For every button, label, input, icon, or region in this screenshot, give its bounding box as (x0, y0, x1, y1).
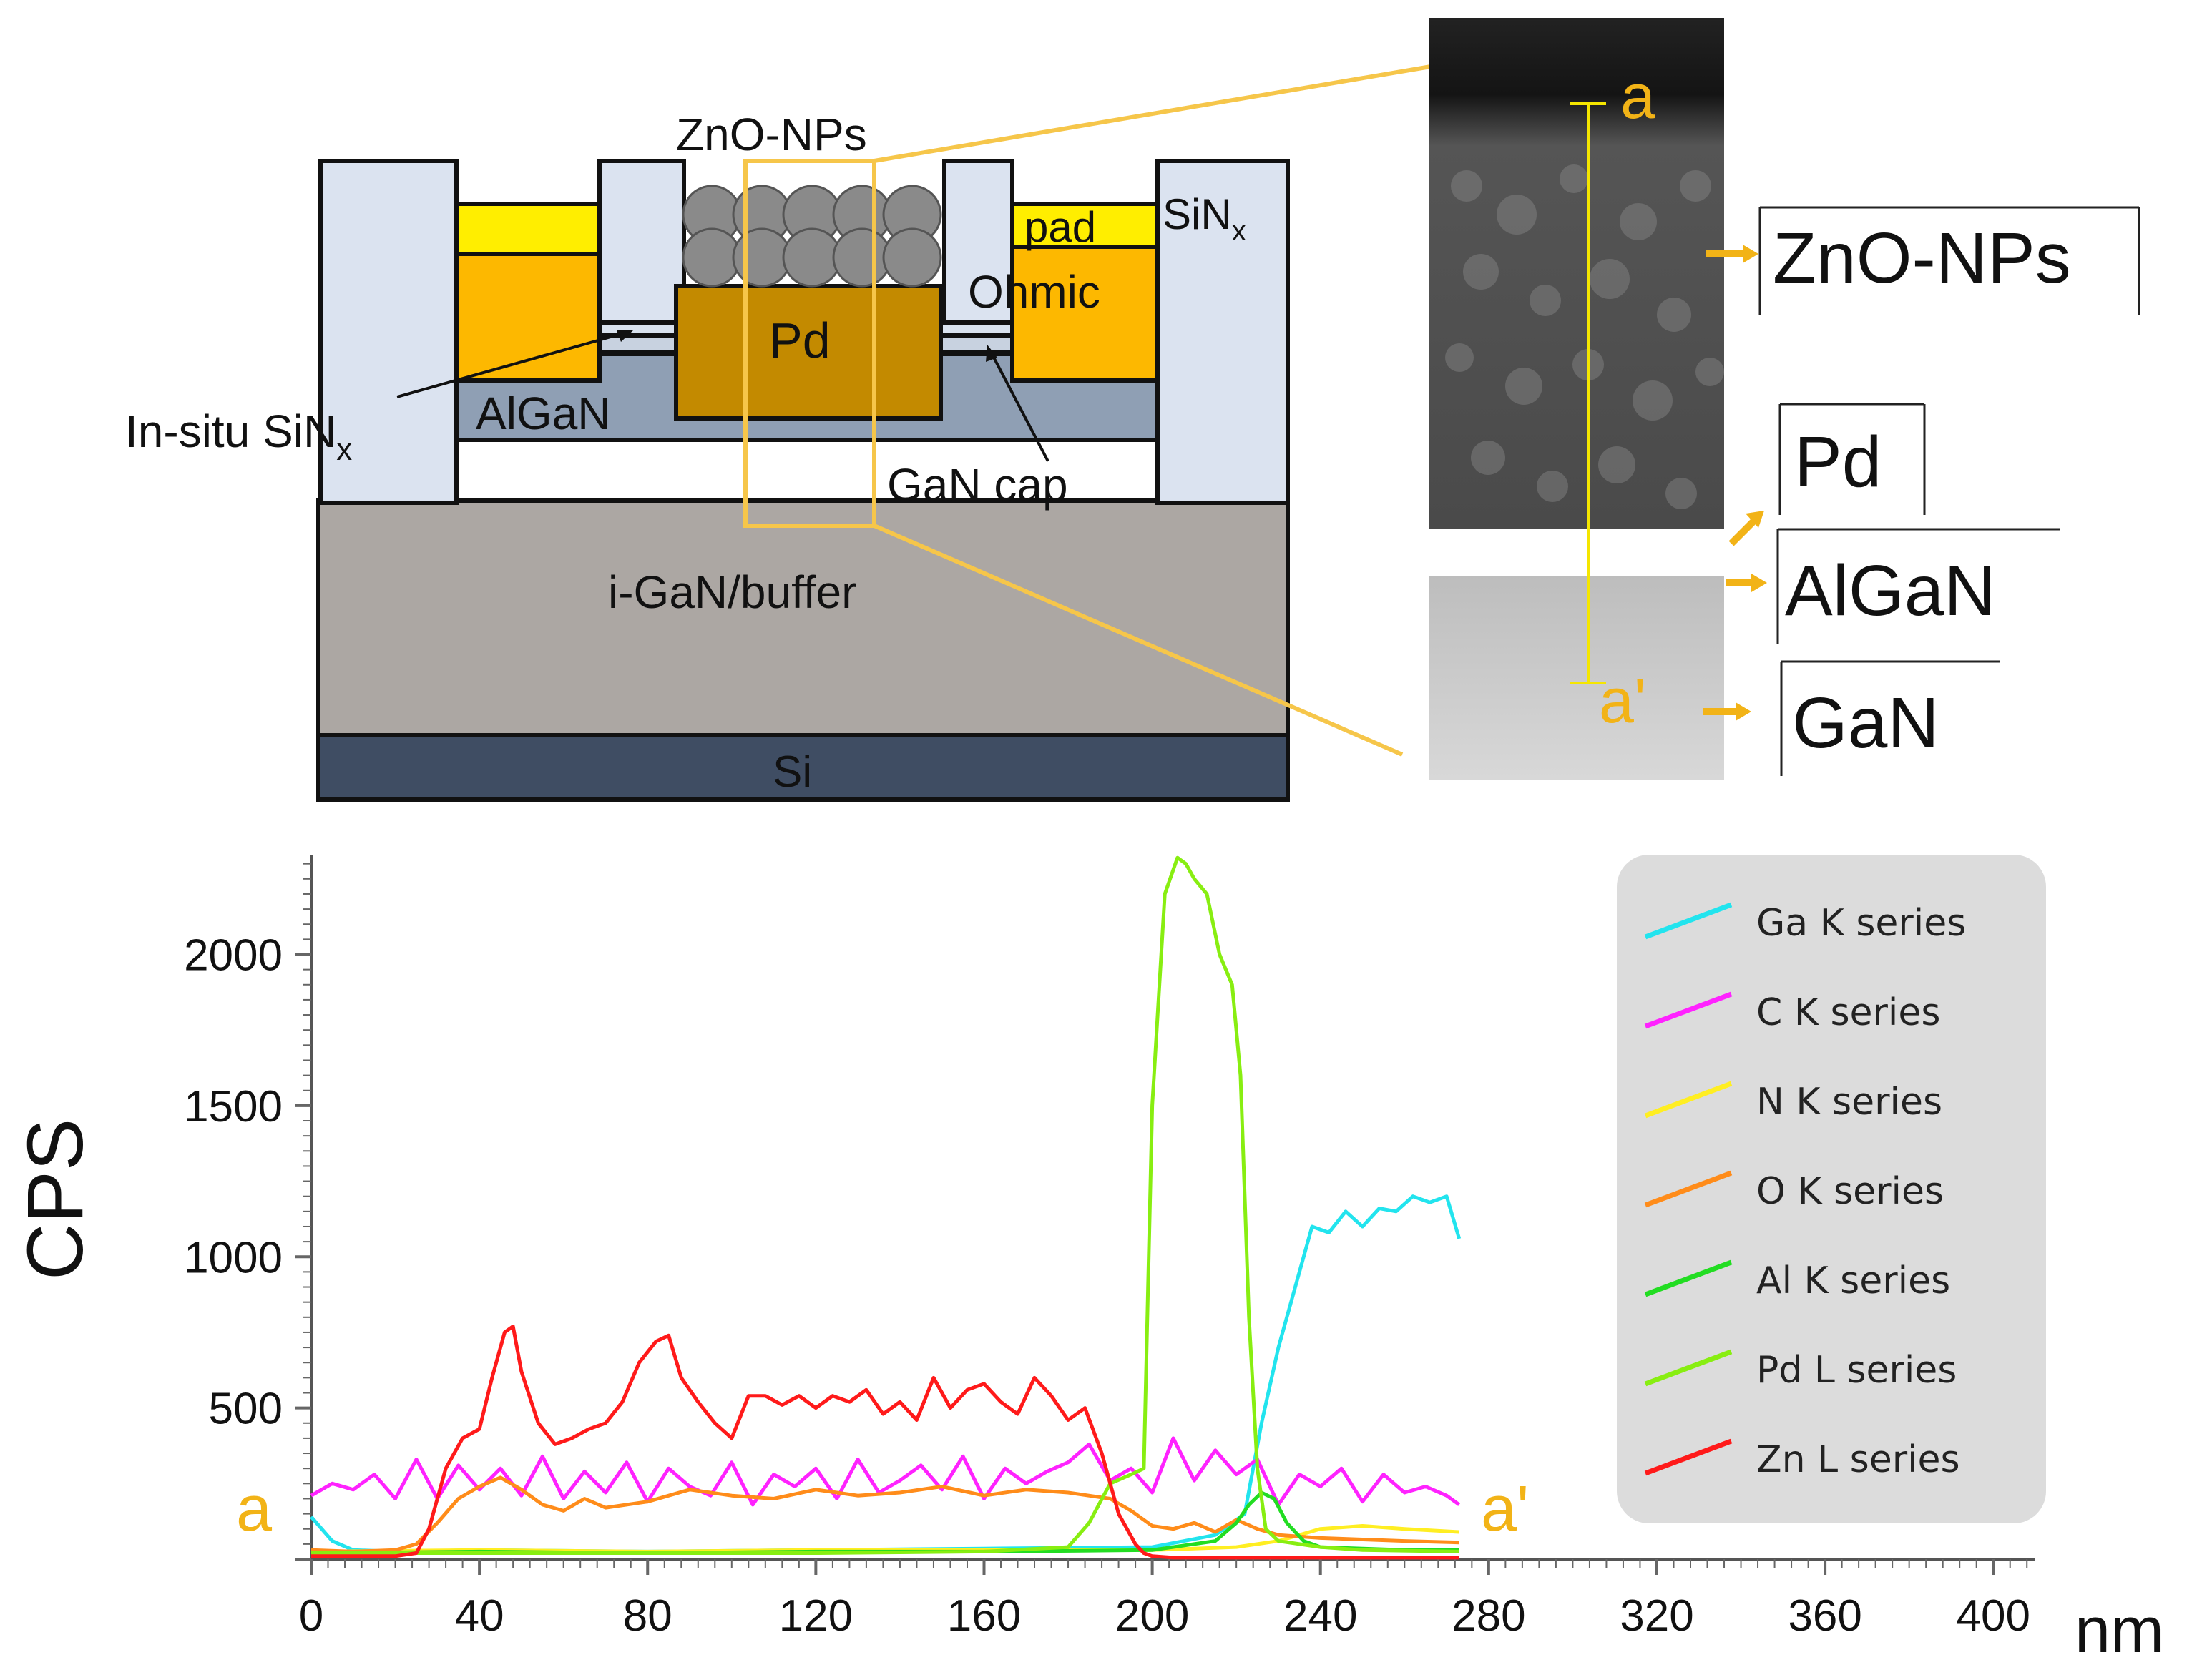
x-tick-label: 280 (1452, 1591, 1525, 1641)
legend-label-n-k-series: N K series (1756, 1081, 1942, 1124)
tem-lower-region (1429, 576, 1724, 780)
callout-algan: AlGaN (1785, 551, 1996, 631)
legend-items: Ga K series C K series N K series O K serie… (1644, 902, 1966, 1481)
x-minor-ticks (310, 1559, 2028, 1575)
si-label: Si (773, 747, 812, 797)
zoom-box (743, 159, 876, 528)
pad-right (1010, 202, 1160, 249)
legend-label-ga-k-series: Ga K series (1756, 902, 1966, 945)
x-tick-label: 40 (455, 1591, 504, 1641)
start-marker-a: a (236, 1473, 273, 1545)
x-tick-label: 320 (1620, 1591, 1693, 1641)
pad-left (454, 202, 602, 256)
x-tick-label: 360 (1788, 1591, 1861, 1641)
buffer-layer (316, 498, 1290, 737)
tem-grain-texture (1445, 164, 1724, 509)
gancap-arrow (989, 351, 1049, 462)
x-tick-label: 0 (299, 1591, 323, 1641)
sinx-block-mid-left (597, 159, 686, 324)
tem-callouts: ZnO-NPs Pd AlGaN GaN (1703, 206, 2140, 776)
x-axis-label: nm (2075, 1595, 2164, 1666)
sinx-block-mid-right (942, 159, 1014, 324)
zoom-line-top (874, 64, 1432, 163)
series-ga-k-series (310, 1194, 1462, 1553)
legend-label-pd-l-series: Pd L series (1756, 1349, 1957, 1392)
legend-swatch-al-k-series (1644, 1259, 1733, 1297)
legend-swatch-c-k-series (1644, 991, 1733, 1029)
end-marker-a-prime: a' (1481, 1473, 1529, 1545)
y-minor-ticks (295, 863, 311, 1561)
x-tick-label: 400 (1956, 1591, 2030, 1641)
si-substrate (316, 733, 1290, 802)
zno-label: ZnO-NPs (676, 109, 867, 160)
linescan-chart: 500 1000 1500 2000 0 40 80 120 160 200 240 280 320 3… (11, 855, 2164, 1666)
y-tick-label: 2000 (184, 931, 283, 981)
y-tick-label: 1000 (184, 1233, 283, 1282)
legend-swatch-zn-l-series (1644, 1438, 1733, 1476)
series-lines (310, 855, 1462, 1560)
callout-pd: Pd (1794, 422, 1882, 502)
insitu-arrowhead (617, 330, 633, 342)
pad-label: pad (1024, 203, 1096, 251)
x-tick-label: 160 (947, 1591, 1021, 1641)
x-tick-label: 120 (779, 1591, 853, 1641)
pd-label: Pd (769, 313, 831, 368)
legend-swatch-ga-k-series (1644, 902, 1733, 940)
gancap-label: GaN cap (887, 459, 1068, 511)
callout-zno: ZnO-NPs (1773, 218, 2071, 298)
callout-gan: GaN (1792, 683, 1939, 763)
legend-swatch-pd-l-series (1644, 1349, 1733, 1387)
y-axis-label: CPS (11, 1119, 99, 1280)
x-tick-label: 200 (1115, 1591, 1189, 1641)
x-tick-label: 80 (623, 1591, 672, 1641)
gancap-arrowhead (986, 345, 997, 362)
ohmic-label: Ohmic (968, 266, 1100, 318)
tem-gap (1429, 529, 1724, 576)
legend-label-zn-l-series: Zn L series (1756, 1438, 1960, 1481)
legend-label-c-k-series: C K series (1756, 991, 1940, 1034)
algan-label: AlGaN (476, 388, 611, 439)
x-tick-label: 240 (1283, 1591, 1357, 1641)
zno-nanoparticles (682, 185, 942, 288)
tem-a-label: a (1620, 61, 1655, 132)
series-pd-l-series (311, 855, 1459, 1555)
tem-image: a a' ZnO-NPs Pd AlGaN GaN (1429, 18, 2140, 780)
insitu-label: In-situ SiNx (125, 406, 352, 467)
insitu-arrow (396, 331, 627, 398)
series-zn-l-series (311, 1325, 1459, 1560)
zoom-line-bottom (873, 524, 1404, 757)
legend-label-o-k-series: O K series (1756, 1170, 1944, 1213)
tem-a-prime-label: a' (1599, 665, 1646, 736)
y-tick-label: 500 (209, 1385, 283, 1434)
legend-label-al-k-series: Al K series (1756, 1259, 1950, 1302)
sinx-label: SiNx (1163, 190, 1246, 247)
y-tick-label: 1500 (184, 1082, 283, 1131)
sinx-block-right (1155, 159, 1290, 505)
device-cross-section: ZnO-NPs pad SiNx Ohmic Pd AlGaN In-situ … (125, 64, 1432, 802)
buffer-label: i-GaN/buffer (608, 566, 856, 618)
ohmic-right (1010, 245, 1160, 383)
x-tick-labels: 0 40 80 120 160 200 240 280 320 360 400 (299, 1591, 2030, 1641)
legend-swatch-n-k-series (1644, 1081, 1733, 1119)
legend-swatch-o-k-series (1644, 1170, 1733, 1208)
y-tick-labels: 500 1000 1500 2000 (184, 931, 283, 1434)
